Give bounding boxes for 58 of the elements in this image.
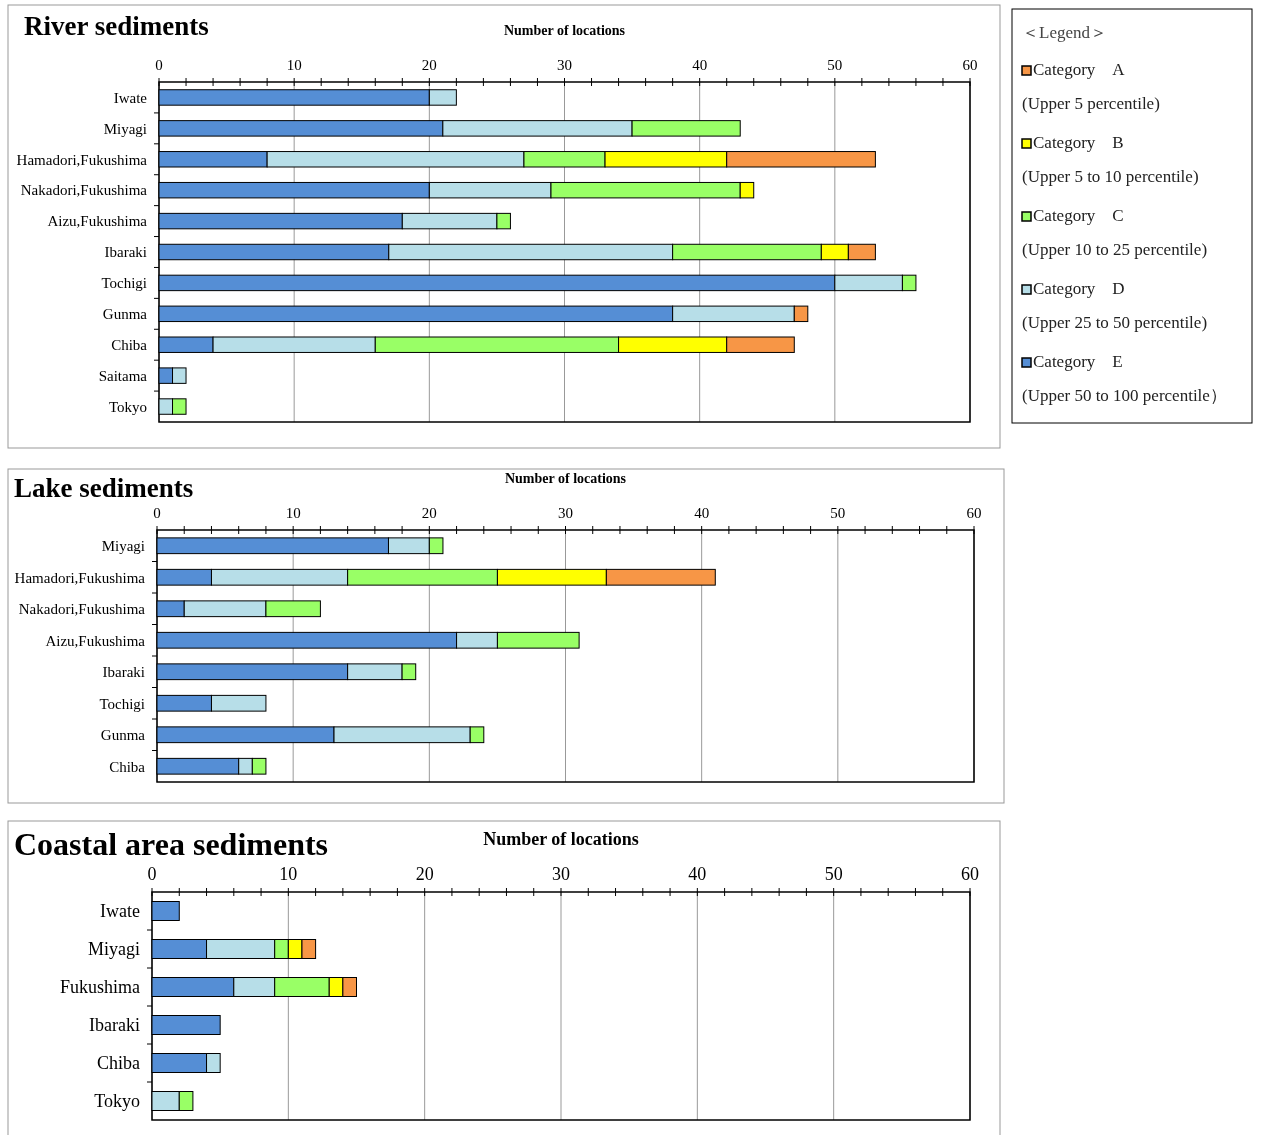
y-tick-label: Saitama xyxy=(98,367,148,384)
y-tick-label: Miyagi xyxy=(88,939,140,960)
legend-label: Category A (Upper 5 percentile) xyxy=(1022,60,1160,113)
y-tick-label: Gunma xyxy=(100,727,146,743)
x-tick-label: 0 xyxy=(153,505,161,521)
y-tick-label: Ibaraki xyxy=(102,664,145,680)
x-tick-label: 10 xyxy=(285,505,301,521)
y-tick-label: Aizu,Fukushima xyxy=(45,632,146,649)
y-tick-label: Miyagi xyxy=(103,120,147,137)
y-tick-label: Iwate xyxy=(113,89,148,106)
y-tick-label: Tochigi xyxy=(101,275,147,292)
x-axis-title: Number of locations xyxy=(483,829,639,849)
y-tick-label: Gunma xyxy=(102,306,148,323)
y-tick-label: Chiba xyxy=(109,758,146,775)
y-tick-label: Miyagi xyxy=(101,538,145,554)
y-tick-label: Ibaraki xyxy=(89,1015,140,1036)
x-tick-label: 30 xyxy=(557,57,572,73)
x-tick-label: 10 xyxy=(279,864,298,884)
x-tick-label: 20 xyxy=(415,864,434,884)
x-tick-label: 40 xyxy=(688,864,707,884)
y-tick-label: Iwate xyxy=(100,901,140,922)
y-tick-label: Nakadori,Fukushima xyxy=(18,601,146,617)
y-tick-label: Hamadori,Fukushima xyxy=(14,569,146,586)
x-tick-label: 50 xyxy=(830,505,846,521)
chart-title: River sediments xyxy=(24,11,209,41)
y-tick-label: Tokyo xyxy=(108,398,147,415)
chart-title: Lake sediments xyxy=(14,473,194,503)
x-tick-label: 50 xyxy=(827,57,843,73)
legend-label: Category C (Upper 10 to 25 percentile) xyxy=(1022,206,1208,259)
chart-title: Coastal area sediments xyxy=(14,826,329,862)
x-axis-title: Number of locations xyxy=(504,471,627,486)
y-tick-label: Hamadori,Fukushima xyxy=(16,151,148,168)
x-tick-label: 40 xyxy=(694,505,710,521)
y-tick-label: Aizu,Fukushima xyxy=(47,213,148,230)
x-tick-label: 30 xyxy=(558,505,573,521)
y-tick-label: Fukushima xyxy=(59,977,140,998)
x-tick-label: 40 xyxy=(692,57,708,73)
y-tick-label: Nakadori,Fukushima xyxy=(20,182,148,199)
x-tick-label: 60 xyxy=(966,505,982,521)
x-tick-label: 50 xyxy=(824,864,843,884)
y-tick-label: Ibaraki xyxy=(104,244,147,261)
x-tick-label: 0 xyxy=(155,57,163,73)
legend-label: Category E (Upper 50 to 100 percentile） xyxy=(1022,352,1227,405)
legend-title: ＜Legend＞ xyxy=(1022,23,1107,42)
x-tick-label: 60 xyxy=(961,864,979,884)
y-tick-label: Tochigi xyxy=(99,695,145,712)
y-tick-label: Chiba xyxy=(97,1053,141,1074)
x-tick-label: 60 xyxy=(962,57,978,73)
x-axis-title: Number of locations xyxy=(503,23,626,38)
x-tick-label: 20 xyxy=(421,57,437,73)
legend-label: Category D (Upper 25 to 50 percentile) xyxy=(1022,279,1208,332)
x-tick-label: 0 xyxy=(147,864,157,884)
y-tick-label: Chiba xyxy=(111,336,148,353)
y-tick-label: Tokyo xyxy=(94,1091,140,1112)
x-tick-label: 10 xyxy=(286,57,302,73)
legend-label: Category B (Upper 5 to 10 percentile) xyxy=(1022,133,1199,186)
x-tick-label: 30 xyxy=(552,864,570,884)
x-tick-label: 20 xyxy=(421,505,437,521)
